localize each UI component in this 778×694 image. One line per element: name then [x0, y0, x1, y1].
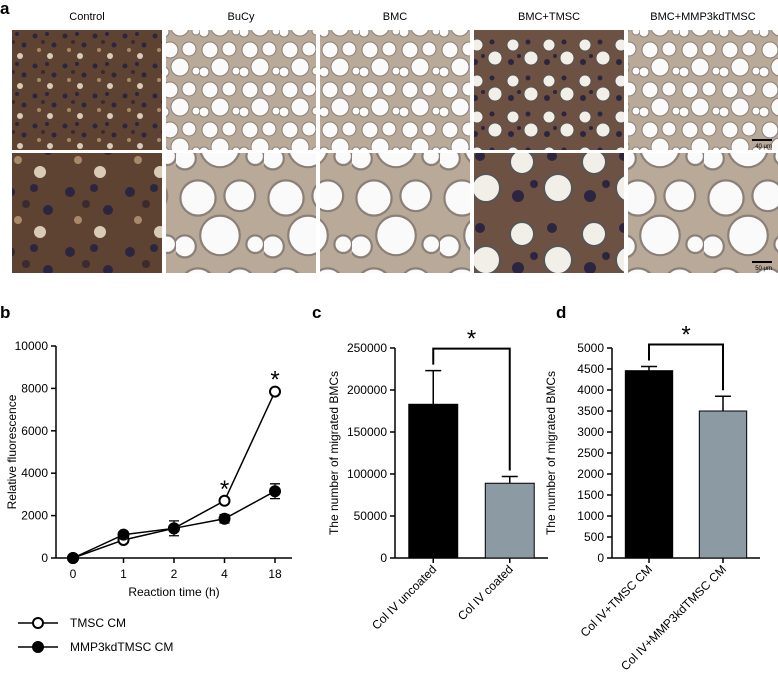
- y-tick-label: 5000: [577, 341, 604, 355]
- y-axis-label: The number of migrated BMCs: [544, 371, 558, 535]
- micrograph: [628, 30, 778, 150]
- bar: [624, 370, 674, 559]
- micrograph: [166, 30, 316, 150]
- x-tick-label: 2: [171, 567, 178, 581]
- column-label: BMC+TMSC: [518, 11, 580, 23]
- error-bar: [501, 475, 518, 484]
- marker: [218, 512, 231, 525]
- y-tick-label: 4000: [21, 466, 48, 480]
- panel-label: a: [0, 0, 10, 18]
- micrographs: [12, 30, 778, 273]
- y-tick-label: 2500: [577, 446, 604, 460]
- y-tick-label: 200000: [347, 383, 387, 397]
- marker: [117, 528, 130, 541]
- legend-label: TMSC CM: [70, 616, 126, 630]
- y-tick-label: 0: [41, 551, 48, 565]
- y-tick-label: 2000: [577, 467, 604, 481]
- y-tick-label: 4000: [577, 383, 604, 397]
- y-tick-label: 10000: [15, 339, 49, 353]
- error-bar: [425, 369, 442, 405]
- annotation: *: [270, 367, 279, 394]
- marker: [168, 522, 180, 535]
- column-label: BuCy: [228, 11, 255, 23]
- y-tick-label: 500: [584, 530, 604, 544]
- y-tick-label: 6000: [21, 424, 48, 438]
- y-tick-label: 3500: [577, 404, 604, 418]
- y-tick-label: 1000: [577, 509, 604, 523]
- y-tick-label: 2000: [21, 509, 48, 523]
- y-tick-label: 100000: [347, 467, 387, 481]
- panel-label: b: [0, 303, 10, 322]
- y-axis-label: The number of migrated BMCs: [327, 371, 341, 535]
- panel-label: c: [312, 303, 321, 322]
- y-tick-label: 1500: [577, 488, 604, 502]
- bar: [408, 403, 459, 559]
- significance-bracket: [648, 343, 724, 391]
- scale-bar-label: 50 μm: [755, 266, 772, 272]
- micrograph: [474, 30, 624, 150]
- panel-label: d: [556, 303, 566, 322]
- x-tick-label: Col IV+TMSC CM: [578, 562, 656, 640]
- micrograph: [628, 153, 778, 273]
- x-tick-label: 4: [221, 567, 228, 581]
- y-tick-label: 50000: [354, 509, 388, 523]
- y-tick-label: 0: [597, 551, 604, 565]
- x-tick-label: Col IV coated: [455, 562, 516, 623]
- annotation: *: [220, 476, 229, 503]
- x-tick-label: 0: [70, 567, 77, 581]
- column-label: BMC: [383, 11, 408, 23]
- y-axis-label: Relative fluorescence: [5, 394, 19, 509]
- y-tick-label: 0: [380, 551, 387, 565]
- marker: [269, 485, 281, 498]
- marker: [269, 385, 281, 398]
- x-axis-label: Reaction time (h): [128, 585, 219, 599]
- significance-label: *: [681, 321, 690, 348]
- column-label: Control: [69, 11, 104, 23]
- y-tick-label: 250000: [347, 341, 387, 355]
- error-bar: [641, 365, 657, 371]
- legend-marker: [32, 617, 44, 629]
- x-tick-label: 18: [268, 567, 282, 581]
- significance-bracket: [432, 347, 511, 471]
- bar: [698, 410, 748, 559]
- scale-bar-label: 40 μm: [755, 144, 772, 150]
- x-tick-label: Col IV uncoated: [369, 562, 439, 632]
- y-tick-label: 8000: [21, 381, 48, 395]
- y-tick-label: 4500: [577, 362, 604, 376]
- micrograph: [474, 153, 624, 273]
- micrograph: [320, 30, 470, 150]
- y-tick-label: 3000: [577, 425, 604, 439]
- micrograph: [320, 153, 470, 273]
- bar: [484, 482, 535, 559]
- legend-label: MMP3kdTMSC CM: [70, 640, 173, 654]
- micrograph: [166, 153, 316, 273]
- y-tick-label: 150000: [347, 425, 387, 439]
- x-tick-label: 1: [120, 567, 127, 581]
- significance-label: *: [467, 326, 476, 353]
- error-bar: [715, 395, 731, 411]
- marker: [218, 494, 231, 507]
- micrograph: [12, 30, 162, 150]
- micrograph: [12, 153, 162, 273]
- marker: [67, 552, 79, 564]
- column-label: BMC+MMP3kdTMSC: [650, 11, 755, 23]
- legend-marker: [32, 641, 44, 653]
